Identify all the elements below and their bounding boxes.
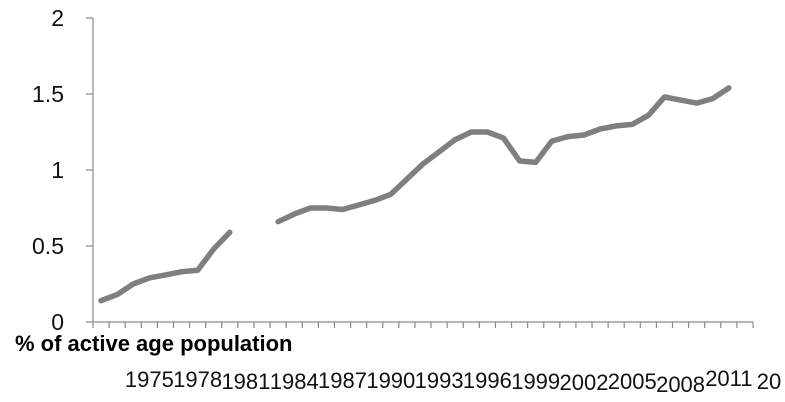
x-tick-label: 2005	[608, 369, 657, 394]
y-axis-ticks: 0 0.5 1 1.5 2	[32, 5, 93, 335]
x-tick-label: 1978	[173, 367, 222, 392]
x-tick-label: 1996	[463, 368, 512, 393]
x-tick-labels: 1975 1978 1981 1984 1987 1990 1993 1996 1999 2002…	[125, 366, 781, 397]
x-tick-label: 2008	[656, 372, 705, 397]
x-tick-label: 1987	[318, 368, 367, 393]
series-line	[98, 85, 732, 304]
y-tick-label: 1.5	[32, 81, 64, 107]
x-tick-label: 2002	[559, 370, 608, 395]
x-tick-label: 1999	[511, 369, 560, 394]
y-tick-label: 2	[51, 5, 64, 31]
y-tick-label: 1	[51, 157, 64, 183]
x-tick-label: 1981	[221, 369, 270, 394]
x-tick-label: 1984	[270, 369, 319, 394]
x-tick-label: 1990	[366, 368, 415, 393]
y-axis-title: % of active age population	[15, 331, 292, 356]
x-tick-label: 1975	[125, 367, 174, 392]
y-tick-label: 0	[51, 309, 64, 335]
x-tick-label: 20	[757, 369, 781, 394]
x-tick-label: 1993	[415, 368, 464, 393]
y-tick-label: 0.5	[32, 233, 64, 259]
x-tick-label: 2011	[705, 366, 752, 391]
x-axis-ticks	[92, 322, 754, 328]
series-group	[98, 85, 732, 304]
